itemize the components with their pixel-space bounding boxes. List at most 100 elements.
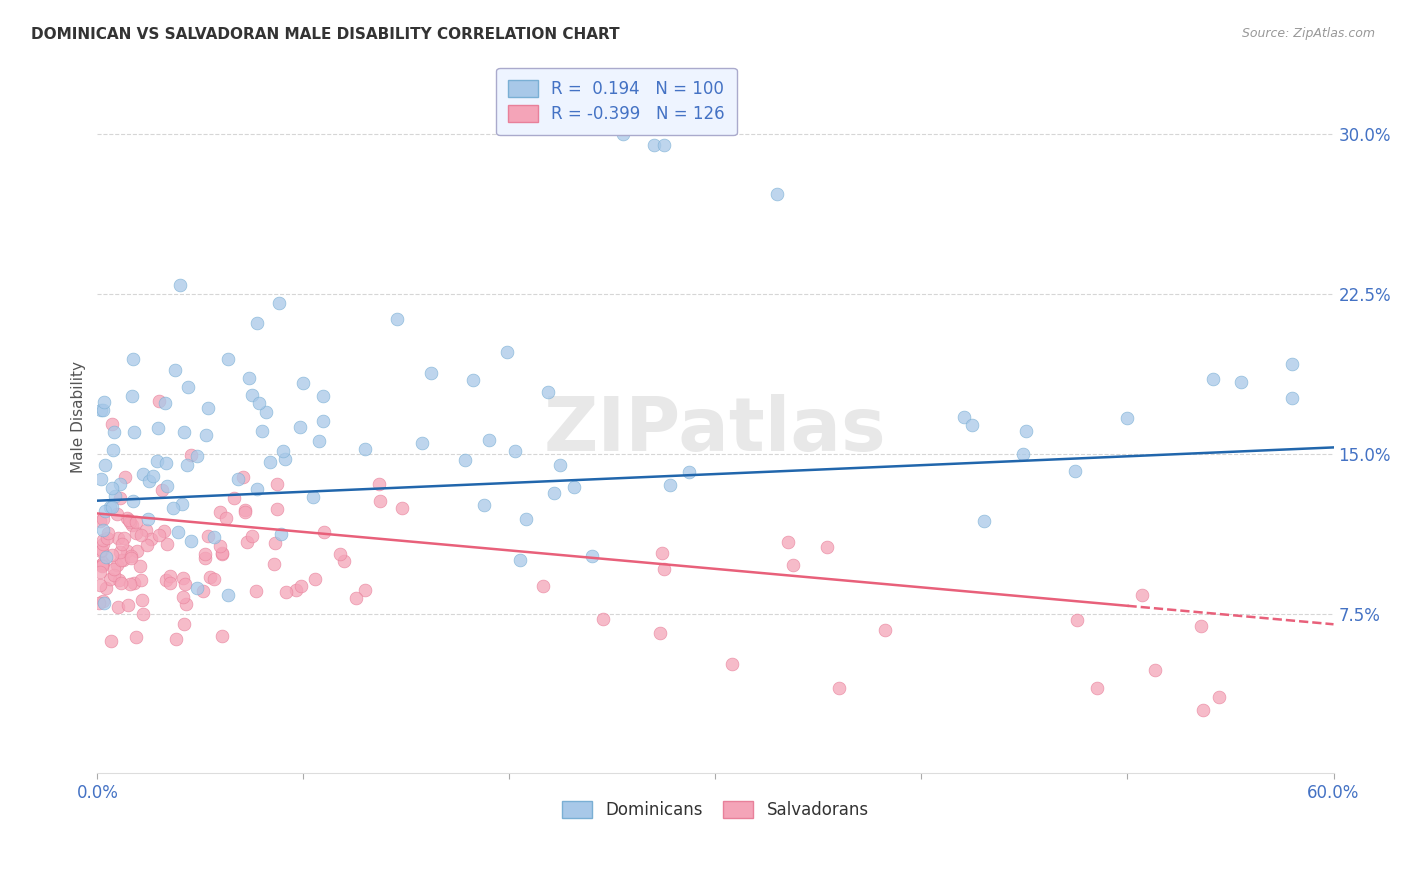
Point	[211, 629, 233, 643]
Point	[90, 557, 112, 571]
Point	[266, 502, 288, 516]
Point	[91, 594, 114, 608]
Point	[496, 344, 519, 359]
Point	[973, 514, 995, 528]
Point	[91, 558, 114, 572]
Point	[90, 542, 112, 557]
Point	[118, 577, 141, 591]
Point	[114, 469, 136, 483]
Point	[344, 591, 367, 606]
Point	[165, 363, 187, 377]
Point	[246, 317, 269, 331]
Point	[233, 505, 256, 519]
Point	[478, 433, 501, 447]
Point	[1281, 392, 1303, 406]
Point	[186, 449, 208, 463]
Point	[650, 625, 672, 640]
Point	[125, 525, 148, 540]
Point	[240, 388, 263, 402]
Point	[391, 501, 413, 516]
Point	[387, 311, 409, 326]
Point	[236, 534, 259, 549]
Point	[148, 527, 170, 541]
Point	[271, 443, 294, 458]
Point	[226, 472, 249, 486]
Point	[103, 442, 125, 457]
Point	[93, 596, 115, 610]
Point	[778, 534, 800, 549]
Point	[291, 376, 314, 391]
Point	[107, 531, 129, 545]
Point	[125, 543, 148, 558]
Point	[420, 367, 443, 381]
Point	[828, 681, 851, 696]
Point	[1189, 619, 1212, 633]
Point	[142, 469, 165, 483]
Point	[89, 578, 111, 592]
Point	[659, 478, 682, 492]
Point	[103, 425, 125, 439]
Point	[678, 465, 700, 479]
Point	[100, 633, 122, 648]
Point	[269, 296, 291, 310]
Point	[90, 544, 112, 558]
Point	[173, 616, 195, 631]
Point	[132, 607, 155, 621]
Point	[515, 511, 537, 525]
Point	[246, 482, 269, 496]
Point	[112, 531, 135, 545]
Point	[105, 558, 128, 572]
Point	[108, 491, 131, 505]
Point	[202, 572, 225, 586]
Point	[503, 444, 526, 458]
Point	[101, 481, 124, 495]
Point	[208, 505, 231, 519]
Point	[148, 393, 170, 408]
Point	[1115, 410, 1137, 425]
Point	[472, 499, 495, 513]
Point	[652, 137, 675, 152]
Point	[89, 565, 111, 579]
Point	[169, 278, 191, 293]
Point	[815, 540, 838, 554]
Point	[191, 583, 214, 598]
Point	[117, 543, 139, 558]
Point	[194, 551, 217, 566]
Point	[129, 528, 152, 542]
Point	[104, 489, 127, 503]
Point	[172, 590, 194, 604]
Point	[111, 537, 134, 551]
Point	[91, 537, 114, 551]
Point	[240, 529, 263, 543]
Text: ZIPatlas: ZIPatlas	[544, 394, 887, 467]
Text: DOMINICAN VS SALVADORAN MALE DISABILITY CORRELATION CHART: DOMINICAN VS SALVADORAN MALE DISABILITY …	[31, 27, 620, 42]
Point	[270, 527, 292, 541]
Point	[90, 472, 112, 486]
Point	[172, 571, 194, 585]
Point	[308, 434, 330, 448]
Point	[202, 530, 225, 544]
Point	[91, 559, 114, 574]
Text: Source: ZipAtlas.com: Source: ZipAtlas.com	[1241, 27, 1375, 40]
Point	[131, 593, 153, 607]
Point	[652, 562, 675, 576]
Point	[120, 550, 142, 565]
Point	[115, 510, 138, 524]
Point	[93, 503, 115, 517]
Point	[159, 569, 181, 583]
Point	[332, 554, 354, 568]
Point	[263, 558, 285, 572]
Point	[233, 502, 256, 516]
Point	[121, 518, 143, 533]
Point	[156, 479, 179, 493]
Point	[110, 553, 132, 567]
Point	[1085, 681, 1108, 696]
Point	[766, 186, 789, 201]
Point	[124, 630, 146, 644]
Point	[155, 456, 177, 470]
Point	[454, 453, 477, 467]
Point	[100, 500, 122, 515]
Point	[155, 573, 177, 587]
Point	[186, 581, 208, 595]
Point	[172, 497, 194, 511]
